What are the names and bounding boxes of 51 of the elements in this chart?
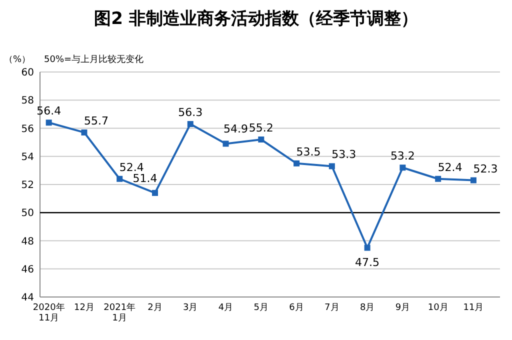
data-label: 56.4	[36, 104, 62, 118]
x-tick-label: 11月	[463, 303, 484, 313]
x-tick-label: 9月	[395, 303, 410, 313]
data-label: 53.2	[390, 150, 415, 163]
y-tick-label: 48	[21, 236, 34, 248]
point	[116, 176, 123, 182]
data-label: 55.7	[84, 114, 108, 128]
y-tick-label: 54	[21, 152, 34, 163]
point	[222, 140, 229, 147]
point	[328, 163, 335, 170]
x-tick-label: 4月	[218, 303, 234, 313]
y-tick-label: 46	[21, 264, 34, 276]
data-label: 52.3	[473, 162, 498, 176]
x-tick-label: 12月	[74, 303, 94, 313]
x-tick-label: 2021年 1月	[104, 302, 136, 324]
point	[400, 164, 406, 171]
y-tick-label: 60	[21, 68, 34, 78]
y-tick-label: 44	[21, 292, 34, 304]
data-label: 56.3	[178, 106, 203, 120]
y-tick-label: 58	[21, 96, 34, 107]
data-label: 52.4	[438, 160, 462, 174]
x-tick-label: 2月	[148, 303, 162, 313]
point	[435, 176, 442, 182]
point	[364, 244, 370, 251]
data-label: 53.3	[332, 148, 356, 162]
x-tick-label: 2020年 11月	[32, 302, 65, 324]
point	[470, 177, 476, 184]
data-label: 54.9	[224, 122, 248, 136]
x-tick-label: 6月	[289, 303, 304, 313]
point	[152, 190, 158, 196]
data-label: 47.5	[355, 256, 380, 269]
y-tick-label: 50	[21, 208, 34, 220]
x-tick-label: 8月	[360, 303, 375, 313]
y-tick-label: 56	[21, 124, 34, 135]
x-tick-label: 5月	[254, 303, 269, 313]
y-tick-label: 52	[21, 180, 34, 191]
point	[187, 121, 194, 128]
data-label: 53.5	[296, 145, 321, 158]
x-tick-label: 3月	[183, 303, 198, 313]
data-label: 52.4	[119, 160, 144, 174]
y-axis-title: （%）	[4, 55, 31, 65]
point	[81, 129, 88, 136]
x-tick-label: 10月	[428, 303, 448, 313]
point	[294, 160, 300, 166]
text: 50%=与上月比较无变化	[44, 54, 144, 65]
x-tick-label: 7月	[324, 303, 340, 313]
point	[258, 136, 264, 142]
data-label: 51.4	[132, 172, 158, 185]
point	[46, 120, 52, 126]
chart-title: 图2 非制造业商务活动指数（经季节调整）	[94, 9, 418, 29]
data-label: 55.2	[248, 122, 274, 134]
